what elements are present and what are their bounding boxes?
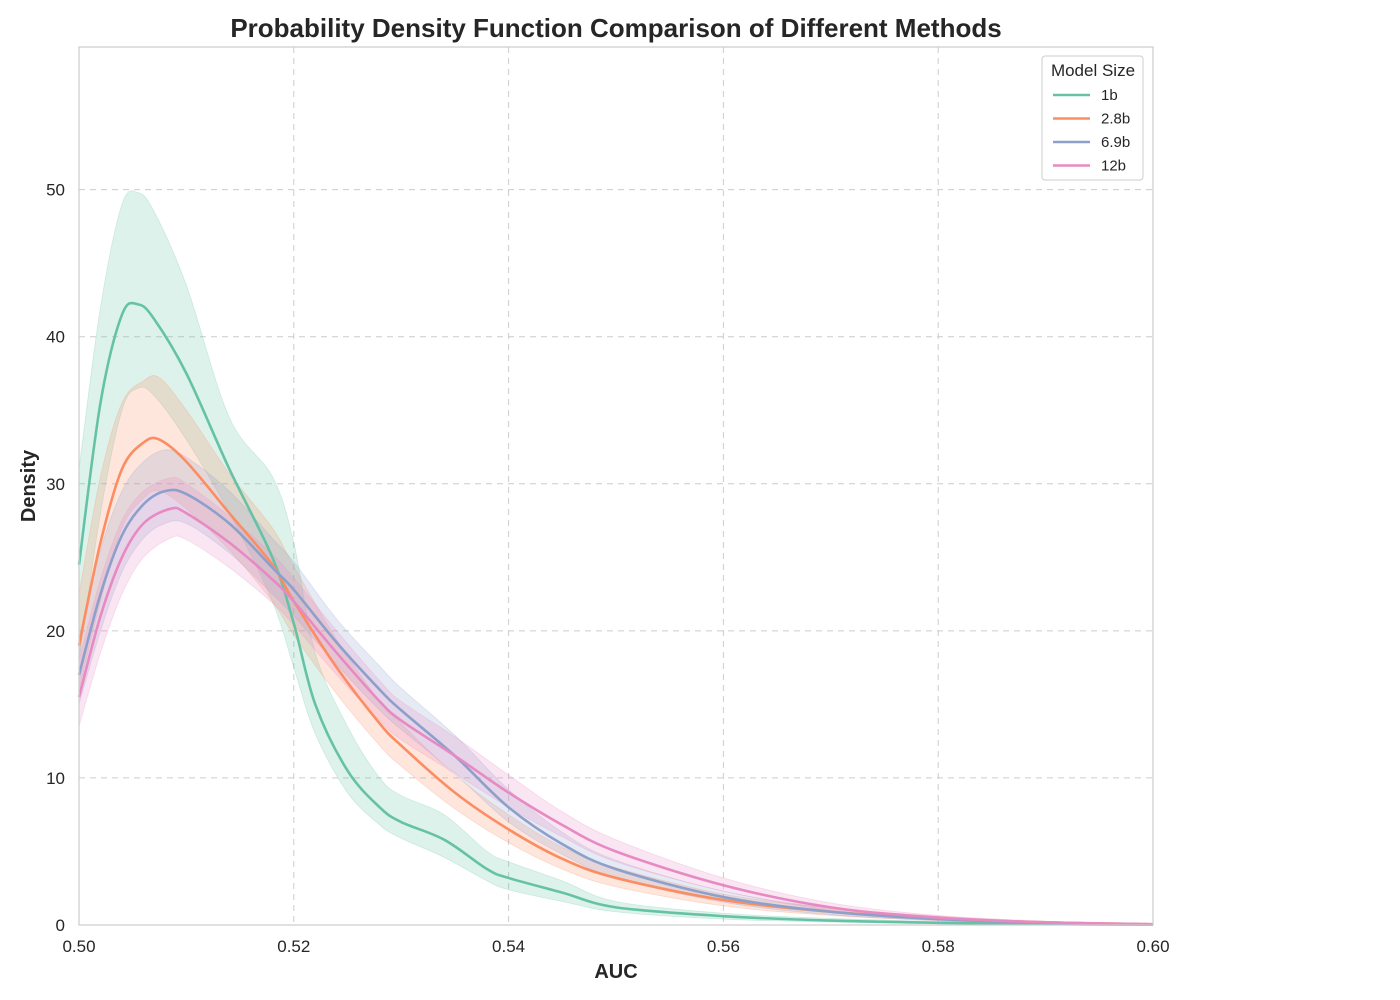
plot-frame (78, 46, 1154, 926)
y-tick-label: 10 (46, 769, 65, 788)
y-tick-label: 30 (46, 475, 65, 494)
x-tick-label: 0.56 (707, 937, 740, 956)
grid-lines (79, 47, 1153, 925)
y-tick-label: 50 (46, 181, 65, 200)
legend-label-1b: 1b (1101, 87, 1118, 104)
legend-items: 1b 2.8b 6.9b 12b (1053, 87, 1130, 175)
legend: Model Size 1b 2.8b 6.9b 12b (1041, 55, 1144, 181)
x-tick-label: 0.58 (922, 937, 955, 956)
legend-title: Model Size (1051, 61, 1135, 80)
x-tick-label: 0.52 (277, 937, 310, 956)
y-axis-label: Density (18, 449, 40, 522)
y-tick-label: 20 (46, 622, 65, 641)
line-12b (77, 506, 1154, 926)
x-axis-ticks: 0.50 0.52 0.54 0.56 0.58 0.60 (62, 937, 1169, 956)
band-12b (78, 477, 1154, 925)
chart-title: Probability Density Function Comparison … (230, 13, 1001, 43)
legend-label-12b: 12b (1101, 158, 1126, 175)
y-tick-label: 0 (56, 916, 65, 935)
y-tick-label: 40 (46, 328, 65, 347)
x-tick-label: 0.54 (492, 937, 525, 956)
line-1b (77, 301, 1154, 927)
confidence-bands (78, 190, 1154, 926)
legend-box (1041, 55, 1144, 181)
legend-label-2-8b: 2.8b (1101, 111, 1130, 128)
legend-label-6-9b: 6.9b (1101, 134, 1130, 151)
line-6-9b (77, 488, 1154, 926)
density-lines (77, 301, 1154, 927)
y-axis-ticks: 0 10 20 30 40 50 (46, 181, 65, 935)
x-axis-label: AUC (594, 961, 637, 983)
x-tick-label: 0.50 (62, 937, 95, 956)
x-tick-label: 0.60 (1136, 937, 1169, 956)
